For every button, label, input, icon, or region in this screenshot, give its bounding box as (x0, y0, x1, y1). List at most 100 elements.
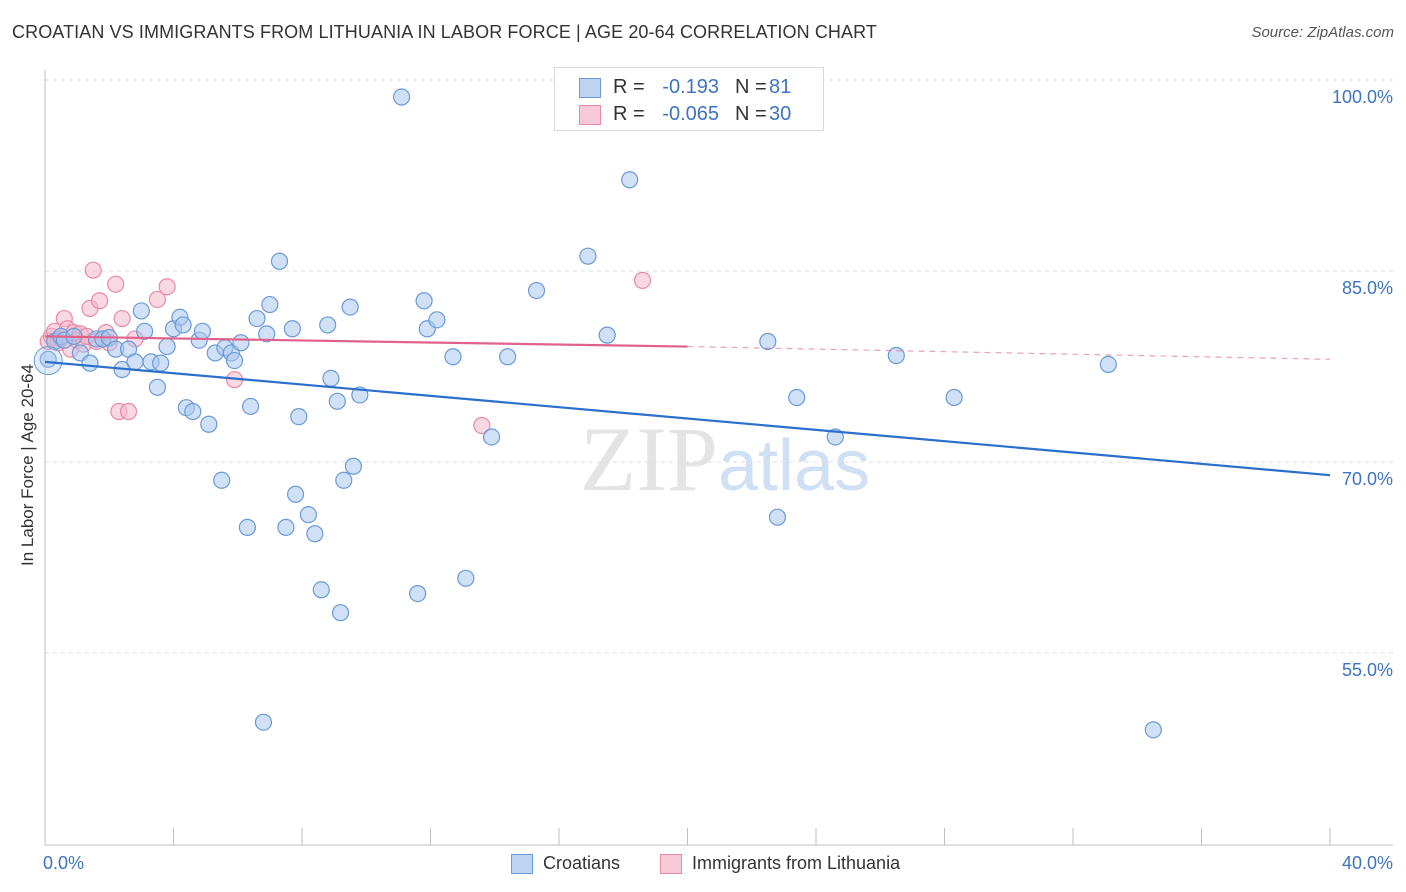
croatian-point (81, 354, 99, 372)
lithuania-point (473, 416, 491, 435)
legend-label: Croatians (543, 853, 621, 873)
lithuania-point (633, 271, 652, 289)
lithuania-point (158, 278, 176, 296)
lithuania-point (119, 402, 138, 421)
watermark-zip: ZIP (580, 408, 718, 510)
croatian-point (225, 351, 244, 370)
y-tick-label: 70.0% (1342, 469, 1393, 489)
n-value: 30 (769, 103, 792, 125)
legend-label: Immigrants from Lithuania (692, 853, 901, 873)
watermark-atlas: atlas (718, 426, 870, 506)
croatian-point (283, 320, 301, 338)
croatian-point (621, 171, 639, 189)
croatians-swatch (579, 78, 601, 98)
croatian-point (193, 322, 212, 340)
watermark: ZIP atlas (580, 408, 870, 510)
chart-title: CROATIAN VS IMMIGRANTS FROM LITHUANIA IN… (12, 22, 878, 42)
croatian-point (499, 348, 517, 366)
croatian-point (579, 247, 597, 265)
croatian-point (409, 584, 427, 603)
r-value: -0.193 (662, 76, 719, 98)
lithuania-trend-extension (687, 345, 1331, 360)
croatian-point (759, 332, 777, 351)
croatian-point (887, 346, 905, 365)
lithuania-point (107, 275, 125, 293)
source-label: Source: ZipAtlas.com (1251, 24, 1394, 41)
croatian-point (299, 506, 318, 524)
croatian-point (200, 415, 218, 433)
r-value: -0.065 (662, 103, 719, 125)
croatian-point (428, 311, 446, 329)
croatian-point (174, 316, 192, 334)
y-tick-label: 55.0% (1342, 660, 1393, 680)
croatian-point (788, 388, 806, 407)
croatian-point (242, 397, 260, 416)
n-value: 81 (769, 76, 792, 98)
lithuania-swatch (579, 105, 601, 125)
croatian-point (132, 302, 150, 320)
stats-legend: R = -0.193 N = 81 R = -0.065 N = 30 (554, 67, 824, 131)
croatian-point (1099, 355, 1117, 373)
r-label: R = (613, 76, 645, 98)
y-axis-label: In Labor Force | Age 20-64 (18, 364, 37, 566)
croatian-point (290, 408, 308, 426)
lithuania-point (91, 292, 109, 310)
croatian-point (527, 281, 546, 300)
croatian-point (306, 525, 324, 543)
croatian-point (328, 392, 346, 410)
y-tick-labels: 55.0% 70.0% 85.0% 100.0% (1332, 87, 1393, 680)
croatian-point (261, 295, 279, 314)
croatian-point (248, 309, 266, 328)
lithuania-legend-swatch (660, 854, 682, 874)
lithuania-trend-line (44, 335, 688, 348)
croatian-point (135, 322, 154, 340)
series-legend: Croatians Immigrants from Lithuania (0, 852, 1406, 878)
croatian-point (322, 369, 340, 388)
croatian-trend-line (44, 360, 1331, 477)
croatian-point (392, 88, 411, 106)
croatian-point (184, 402, 202, 421)
croatian-point (457, 569, 475, 587)
lithuania-point (113, 309, 131, 328)
lithuania-point (148, 290, 167, 309)
croatian-point (238, 518, 256, 536)
axes (44, 70, 1393, 846)
croatian-point (598, 326, 616, 344)
croatian-point (768, 508, 787, 526)
croatian-point (152, 354, 170, 372)
croatian-point (444, 348, 462, 366)
croatian-point (344, 457, 362, 475)
croatian-point (158, 337, 176, 356)
croatians-legend-swatch (511, 854, 533, 874)
croatian-point (258, 325, 276, 343)
x-tick-label: 0.0% (43, 853, 84, 873)
croatian-point (341, 298, 359, 316)
x-tick-label: 40.0% (1342, 853, 1393, 873)
croatian-point (126, 353, 144, 371)
gridlines (45, 79, 1393, 654)
lithuania-point (84, 261, 102, 279)
r-label: R = (613, 103, 645, 125)
trend-lines (44, 335, 1331, 477)
croatian-point (319, 316, 337, 334)
croatian-point (33, 346, 63, 376)
croatian-point (331, 604, 350, 622)
croatian-point (213, 471, 231, 489)
croatian-point (482, 428, 501, 446)
croatian-point (335, 471, 353, 489)
croatian-point (254, 713, 273, 731)
croatian-point (415, 292, 433, 310)
croatian-points (33, 88, 1162, 739)
n-label: N = (735, 103, 767, 125)
croatian-point (286, 485, 305, 503)
y-tick-label: 100.0% (1332, 87, 1393, 107)
croatian-point (148, 378, 167, 396)
croatian-point (945, 388, 963, 407)
x-tick-labels: 0.0% 40.0% (43, 853, 1393, 873)
y-tick-label: 85.0% (1342, 278, 1393, 298)
croatian-point (277, 518, 295, 536)
n-label: N = (735, 76, 767, 98)
croatian-point (1144, 721, 1162, 739)
croatian-point (232, 334, 250, 352)
